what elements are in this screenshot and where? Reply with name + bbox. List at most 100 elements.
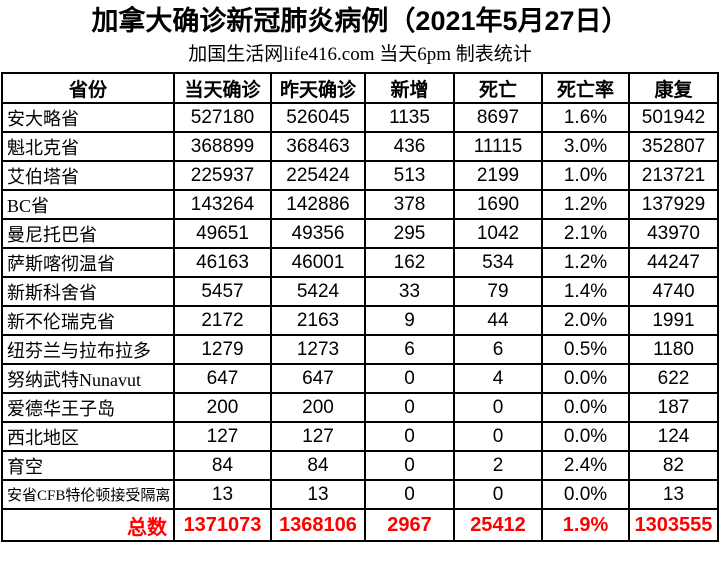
province-cell: 西北地区 [1, 421, 175, 452]
value-cell: 0.0% [541, 363, 630, 394]
value-cell: 13 [173, 479, 272, 510]
value-cell: 200 [270, 392, 366, 423]
value-cell: 4 [453, 363, 543, 394]
value-cell: 0 [453, 421, 543, 452]
value-cell: 1.2% [541, 247, 630, 278]
value-cell: 225937 [173, 160, 272, 191]
value-cell: 46163 [173, 247, 272, 278]
value-cell: 127 [173, 421, 272, 452]
total-value-cell: 25412 [453, 508, 543, 542]
value-cell: 1.6% [541, 102, 630, 133]
table-row: 曼尼托巴省 49651 49356 295 1042 2.1% 43970 [1, 218, 719, 249]
table-row: 魁北克省 368899 368463 436 11115 3.0% 352807 [1, 131, 719, 162]
province-cell: 萨斯喀彻温省 [1, 247, 175, 278]
value-cell: 84 [270, 450, 366, 481]
province-cell: 育空 [1, 450, 175, 481]
value-cell: 501942 [628, 102, 719, 133]
province-cell: 安大略省 [1, 102, 175, 133]
value-cell: 13 [270, 479, 366, 510]
header-cell: 死亡 [453, 72, 543, 104]
value-cell: 0 [453, 392, 543, 423]
value-cell: 49651 [173, 218, 272, 249]
value-cell: 0.0% [541, 479, 630, 510]
value-cell: 368899 [173, 131, 272, 162]
value-cell: 1.4% [541, 276, 630, 307]
value-cell: 647 [270, 363, 366, 394]
value-cell: 2172 [173, 305, 272, 336]
value-cell: 1690 [453, 189, 543, 220]
value-cell: 2163 [270, 305, 366, 336]
value-cell: 137929 [628, 189, 719, 220]
value-cell: 0 [364, 392, 455, 423]
value-cell: 4740 [628, 276, 719, 307]
value-cell: 49356 [270, 218, 366, 249]
value-cell: 124 [628, 421, 719, 452]
value-cell: 142886 [270, 189, 366, 220]
value-cell: 295 [364, 218, 455, 249]
value-cell: 2 [453, 450, 543, 481]
value-cell: 352807 [628, 131, 719, 162]
value-cell: 8697 [453, 102, 543, 133]
total-value-cell: 2967 [364, 508, 455, 542]
value-cell: 79 [453, 276, 543, 307]
value-cell: 2.0% [541, 305, 630, 336]
page-title: 加拿大确诊新冠肺炎病例（2021年5月27日） [91, 6, 629, 36]
table-row: 安大略省 527180 526045 1135 8697 1.6% 501942 [1, 102, 719, 133]
value-cell: 622 [628, 363, 719, 394]
header-cell: 康复 [628, 72, 719, 104]
table-row: 育空 84 84 0 2 2.4% 82 [1, 450, 719, 481]
total-value-cell: 1.9% [541, 508, 630, 542]
province-cell: 纽芬兰与拉布拉多 [1, 334, 175, 365]
value-cell: 225424 [270, 160, 366, 191]
total-row: 总数 1371073 1368106 2967 25412 1.9% 1303555 [1, 508, 719, 542]
value-cell: 526045 [270, 102, 366, 133]
value-cell: 43970 [628, 218, 719, 249]
value-cell: 0 [453, 479, 543, 510]
value-cell: 0.0% [541, 421, 630, 452]
total-label: 总数 [1, 508, 175, 542]
province-cell: 曼尼托巴省 [1, 218, 175, 249]
value-cell: 44 [453, 305, 543, 336]
value-cell: 9 [364, 305, 455, 336]
value-cell: 213721 [628, 160, 719, 191]
value-cell: 200 [173, 392, 272, 423]
value-cell: 1279 [173, 334, 272, 365]
value-cell: 5424 [270, 276, 366, 307]
value-cell: 11115 [453, 131, 543, 162]
table-row: 努纳武特Nunavut 647 647 0 4 0.0% 622 [1, 363, 719, 394]
value-cell: 527180 [173, 102, 272, 133]
value-cell: 534 [453, 247, 543, 278]
value-cell: 162 [364, 247, 455, 278]
header-cell: 当天确诊 [173, 72, 272, 104]
value-cell: 33 [364, 276, 455, 307]
value-cell: 1.0% [541, 160, 630, 191]
value-cell: 3.0% [541, 131, 630, 162]
value-cell: 2199 [453, 160, 543, 191]
value-cell: 368463 [270, 131, 366, 162]
value-cell: 46001 [270, 247, 366, 278]
value-cell: 1135 [364, 102, 455, 133]
value-cell: 5457 [173, 276, 272, 307]
value-cell: 44247 [628, 247, 719, 278]
value-cell: 187 [628, 392, 719, 423]
table-row: 安省CFB特伦顿接受隔离 13 13 0 0 0.0% 13 [1, 479, 719, 510]
value-cell: 127 [270, 421, 366, 452]
value-cell: 378 [364, 189, 455, 220]
value-cell: 0.5% [541, 334, 630, 365]
table-row: BC省 143264 142886 378 1690 1.2% 137929 [1, 189, 719, 220]
province-cell: 艾伯塔省 [1, 160, 175, 191]
province-cell: 努纳武特Nunavut [1, 363, 175, 394]
value-cell: 1991 [628, 305, 719, 336]
province-cell: 爱德华王子岛 [1, 392, 175, 423]
value-cell: 1273 [270, 334, 366, 365]
value-cell: 6 [364, 334, 455, 365]
province-cell: 魁北克省 [1, 131, 175, 162]
value-cell: 436 [364, 131, 455, 162]
covid-stats-table: 省份 当天确诊 昨天确诊 新增 死亡 死亡率 康复 安大略省 527180 526045 1135… [1, 72, 719, 542]
page-subtitle: 加国生活网life416.com 当天6pm 制表统计 [188, 44, 532, 65]
value-cell: 0 [364, 363, 455, 394]
value-cell: 0 [364, 450, 455, 481]
value-cell: 6 [453, 334, 543, 365]
value-cell: 1042 [453, 218, 543, 249]
